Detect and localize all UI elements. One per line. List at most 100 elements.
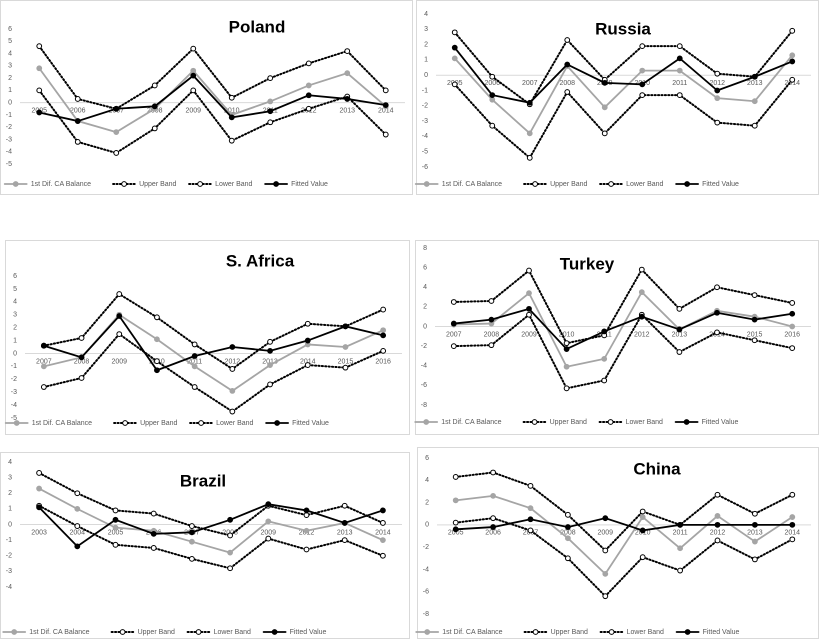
point-marker	[676, 43, 683, 50]
point-marker	[229, 344, 236, 350]
point-marker	[74, 543, 81, 550]
y-tick-label: -2	[422, 103, 428, 110]
y-tick-label: -4	[11, 402, 17, 409]
y-tick-label: 6	[8, 26, 12, 33]
point-marker	[267, 381, 273, 388]
point-marker	[601, 79, 608, 86]
y-tick-label: -4	[6, 149, 12, 156]
chart-panel: -5-4-3-2-1012345620052006200720082009201…	[0, 0, 413, 195]
point-marker	[151, 103, 158, 110]
x-tick-label: 2007	[522, 80, 538, 87]
point-marker	[451, 81, 458, 88]
point-marker	[382, 102, 389, 108]
point-marker	[267, 98, 274, 105]
y-tick-label: 1	[8, 506, 12, 513]
legend-marker	[423, 181, 430, 187]
point-marker	[752, 556, 758, 563]
point-marker	[751, 98, 758, 105]
y-tick-label: 0	[425, 522, 429, 529]
point-marker	[789, 300, 796, 306]
point-marker	[452, 519, 459, 526]
legend-label: Lower Band	[626, 419, 663, 426]
point-marker	[189, 523, 195, 529]
x-tick-label: 2009	[111, 358, 127, 365]
point-marker	[189, 529, 195, 536]
point-marker	[639, 554, 646, 561]
point-marker	[112, 516, 119, 523]
point-marker	[267, 347, 273, 354]
point-marker	[113, 105, 120, 112]
point-marker	[563, 363, 570, 370]
x-tick-label: 2006	[70, 107, 86, 114]
point-marker	[676, 305, 683, 312]
legend-label: Upper Band	[139, 181, 176, 188]
legend-marker	[684, 629, 691, 635]
point-marker	[265, 518, 272, 525]
point-marker	[116, 291, 123, 297]
point-marker	[113, 150, 120, 156]
point-marker	[526, 99, 533, 106]
x-tick-label: 2013	[747, 80, 763, 87]
point-marker	[563, 346, 570, 352]
point-marker	[74, 490, 81, 497]
legend-label: Lower Band	[216, 420, 253, 427]
y-tick-label: 6	[425, 455, 429, 462]
x-tick-label: 2014	[300, 358, 316, 365]
x-tick-label: 2009	[185, 107, 201, 114]
series-line	[38, 74, 387, 122]
point-marker	[74, 523, 81, 529]
y-tick-label: 6	[423, 264, 427, 271]
series-line	[452, 267, 794, 345]
y-tick-label: -3	[6, 568, 12, 575]
point-marker	[752, 510, 758, 517]
point-marker	[341, 537, 348, 544]
legend-marker	[608, 181, 614, 187]
point-marker	[342, 323, 349, 330]
point-marker	[113, 129, 120, 135]
point-marker	[227, 549, 234, 556]
point-marker	[304, 320, 311, 327]
legend-marker	[119, 629, 126, 635]
x-tick-label: 2009	[261, 529, 277, 536]
y-tick-label: 0	[13, 350, 17, 357]
point-marker	[265, 535, 272, 542]
point-marker	[228, 137, 235, 144]
point-marker	[305, 60, 312, 67]
point-marker	[789, 491, 796, 498]
legend-marker	[531, 419, 538, 425]
point-marker	[74, 139, 81, 145]
point-marker	[489, 122, 496, 129]
x-tick-label: 2008	[74, 358, 90, 365]
point-marker	[789, 323, 796, 330]
point-marker	[116, 313, 123, 319]
legend-label: 1st Dif. CA Balance	[441, 419, 501, 426]
point-marker	[488, 316, 495, 323]
point-marker	[267, 362, 273, 368]
point-marker	[380, 347, 387, 354]
point-marker	[789, 521, 796, 528]
point-marker	[564, 61, 571, 68]
y-tick-label: -4	[421, 363, 427, 370]
legend-label: Upper Band	[138, 629, 175, 636]
x-tick-label: 2013	[337, 529, 353, 536]
x-tick-label: 2016	[375, 358, 391, 365]
point-marker	[526, 130, 533, 137]
x-tick-label: 2007	[36, 358, 52, 365]
point-marker	[751, 122, 758, 129]
point-marker	[191, 341, 198, 348]
x-tick-label: 2009	[521, 331, 537, 338]
y-tick-label: 4	[425, 477, 429, 484]
point-marker	[751, 73, 758, 80]
point-marker	[150, 530, 157, 537]
point-marker	[451, 55, 458, 62]
chart-panel: -4-3-2-101234200320042005200620072008200…	[0, 452, 410, 639]
x-tick-label: 2012	[634, 331, 650, 338]
point-marker	[344, 96, 351, 102]
point-marker	[714, 284, 720, 291]
series-line	[38, 45, 387, 110]
point-marker	[527, 527, 534, 534]
x-tick-label: 2009	[598, 530, 614, 537]
legend-label: Upper Band	[550, 181, 587, 188]
point-marker	[112, 541, 119, 548]
legend-marker	[13, 420, 20, 426]
